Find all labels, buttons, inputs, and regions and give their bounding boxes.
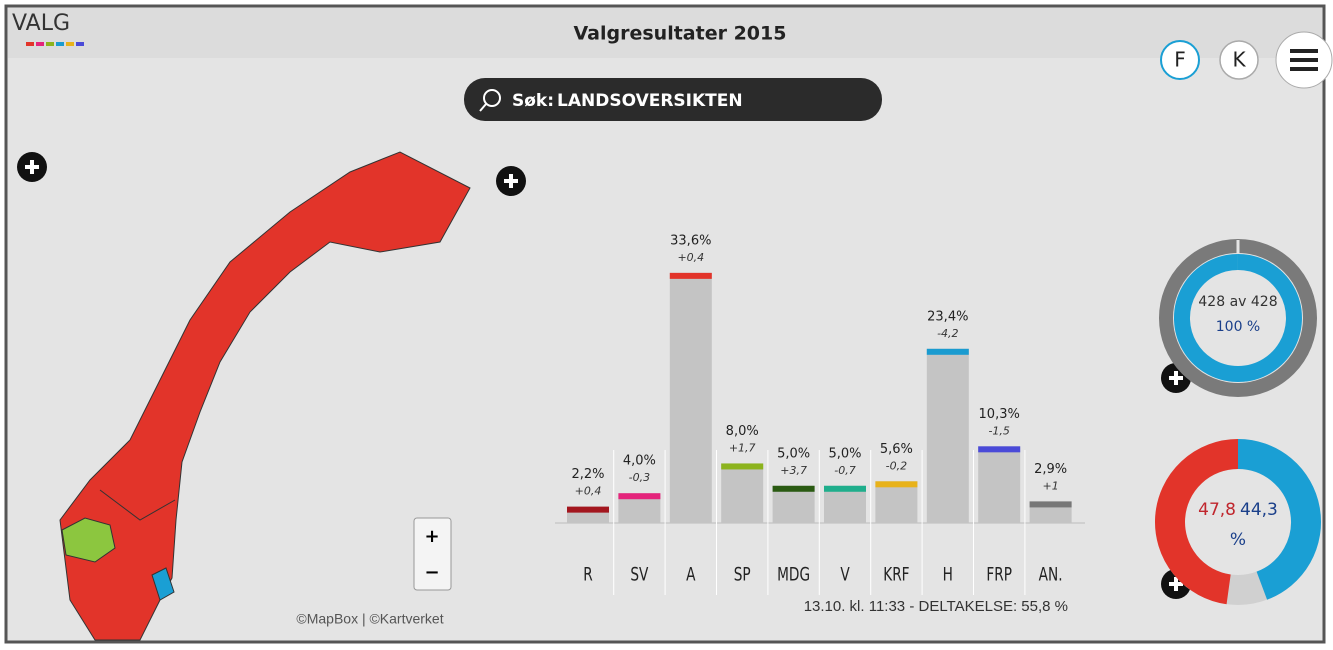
map-attribution: ©MapBox | ©Kartverket [296, 611, 443, 627]
change-label: -0,3 [629, 471, 650, 484]
party-label: AN. [1039, 564, 1063, 586]
bar-cap [926, 348, 969, 355]
bar-cap [772, 485, 815, 492]
value-label: 2,2% [571, 467, 604, 482]
expand-icon [1169, 371, 1183, 385]
bar-cap [721, 463, 764, 470]
party-label: FRP [986, 564, 1012, 586]
counted-label: 428 av 428 [1198, 294, 1277, 310]
bloc-arc [1237, 439, 1321, 600]
value-label: 33,6% [670, 233, 711, 248]
bar [721, 463, 764, 523]
footnote: 13.10. kl. 11:33 - DELTAKELSE: 55,8 % [804, 598, 1068, 615]
zoom-control[interactable] [413, 517, 452, 591]
expand-icon [504, 174, 518, 188]
bar [926, 348, 969, 523]
counted-percent: 100 % [1216, 319, 1260, 335]
bar [824, 485, 866, 523]
zoom-out[interactable]: − [424, 562, 439, 583]
search-icon [483, 89, 501, 107]
party-label: V [840, 564, 850, 586]
value-label: 2,9% [1034, 462, 1067, 477]
party-label: SV [630, 564, 648, 586]
bloc-left-label: 47,8 [1198, 500, 1236, 520]
bar [772, 485, 815, 523]
map [59, 151, 471, 641]
bar [875, 481, 918, 523]
change-label: -1,5 [988, 424, 1009, 437]
value-label: 5,0% [777, 446, 810, 461]
bar-cap [978, 446, 1021, 453]
page-title: Valgresultater 2015 [574, 23, 787, 45]
zoom-in[interactable]: + [424, 526, 439, 547]
change-label: -0,7 [834, 464, 855, 477]
bloc-right-label: 44,3 [1240, 500, 1278, 520]
bloc-unit: % [1230, 530, 1246, 550]
logo: VALG [12, 11, 70, 36]
expand-icon [1169, 577, 1183, 591]
change-label: +3,7 [780, 464, 807, 477]
value-label: 4,0% [623, 454, 656, 469]
party-label: A [686, 564, 696, 586]
menu-button[interactable] [1275, 31, 1333, 89]
bar-cap [618, 493, 661, 500]
logo-stripes [26, 42, 84, 46]
search-box[interactable] [464, 78, 882, 121]
value-label: 5,6% [880, 442, 913, 457]
bar [978, 446, 1021, 523]
change-label: +0,4 [575, 485, 602, 498]
party-label: SP [734, 564, 751, 586]
change-label: +1 [1042, 479, 1058, 492]
bloc-arc [1155, 439, 1239, 605]
counted-arc [1174, 254, 1302, 382]
value-label: 8,0% [726, 424, 759, 439]
change-label: -4,2 [937, 327, 958, 340]
bar-cap [669, 272, 712, 279]
bar-cap [875, 481, 918, 488]
value-label: 5,0% [828, 446, 861, 461]
change-label: +0,4 [677, 251, 704, 264]
expand-icon [25, 160, 39, 174]
change-label: +1,7 [729, 441, 756, 454]
search-query: LANDSOVERSIKTEN [557, 91, 743, 111]
k-button[interactable] [1219, 40, 1259, 80]
value-label: 23,4% [927, 309, 968, 324]
search-icon [479, 103, 487, 112]
bar [669, 272, 712, 523]
party-label: H [943, 564, 953, 586]
k-button-label[interactable]: K [1232, 48, 1246, 72]
search-prefix: Søk: [512, 91, 554, 111]
party-label: MDG [777, 564, 810, 586]
value-label: 10,3% [979, 407, 1020, 422]
bar-cap [567, 506, 609, 513]
f-button[interactable] [1160, 40, 1200, 80]
bar-cap [824, 485, 866, 492]
bar-cap [1029, 501, 1072, 508]
party-label: R [583, 564, 593, 586]
f-button-label[interactable]: F [1174, 48, 1186, 72]
header-bar [8, 8, 1322, 58]
party-label: KRF [883, 564, 909, 586]
change-label: -0,2 [886, 459, 907, 472]
